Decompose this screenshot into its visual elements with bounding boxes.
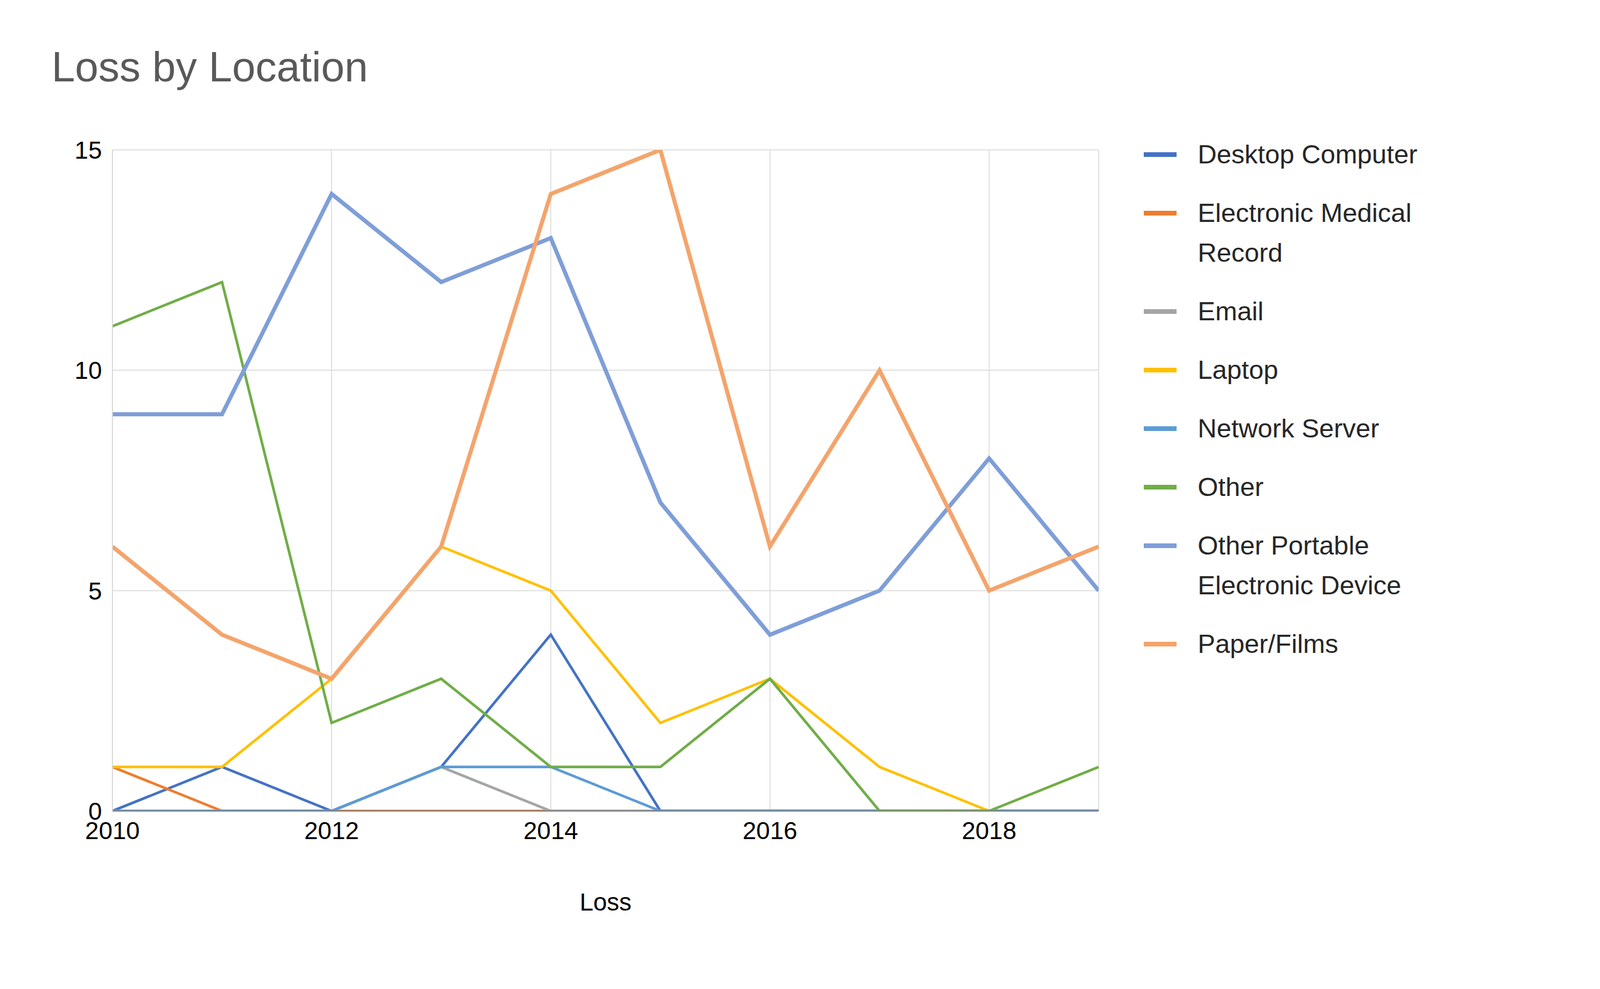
html-text:Paper/Films: Paper/Films [1197, 628, 1339, 659]
html-text:Other: Other [1197, 472, 1264, 502]
svg-text:15: 15 [74, 136, 102, 164]
html-text:Email: Email [1197, 296, 1264, 327]
svg-text:5: 5 [88, 577, 102, 605]
svg-text:2014: 2014 [523, 816, 579, 845]
html-text:Electronic Medical Record: Electronic Medical Record [1197, 197, 1412, 268]
html-text:Other Portable Electronic Devi: Other Portable Electronic Device [1197, 530, 1402, 601]
html-text:Loss by Location: Loss by Location [51, 43, 369, 91]
html-text:Laptop: Laptop [1197, 354, 1279, 385]
svg-text:2018: 2018 [961, 816, 1017, 845]
html-text:Desktop Computer: Desktop Computer [1197, 139, 1418, 170]
svg-text:10: 10 [74, 356, 102, 385]
svg-text:Loss: Loss [579, 888, 632, 916]
svg-text:0: 0 [88, 797, 102, 826]
svg-text:2016: 2016 [742, 816, 798, 845]
svg-text:2012: 2012 [304, 816, 360, 845]
svg-text:2010: 2010 [85, 816, 140, 845]
html-text:Network Server: Network Server [1197, 413, 1380, 444]
